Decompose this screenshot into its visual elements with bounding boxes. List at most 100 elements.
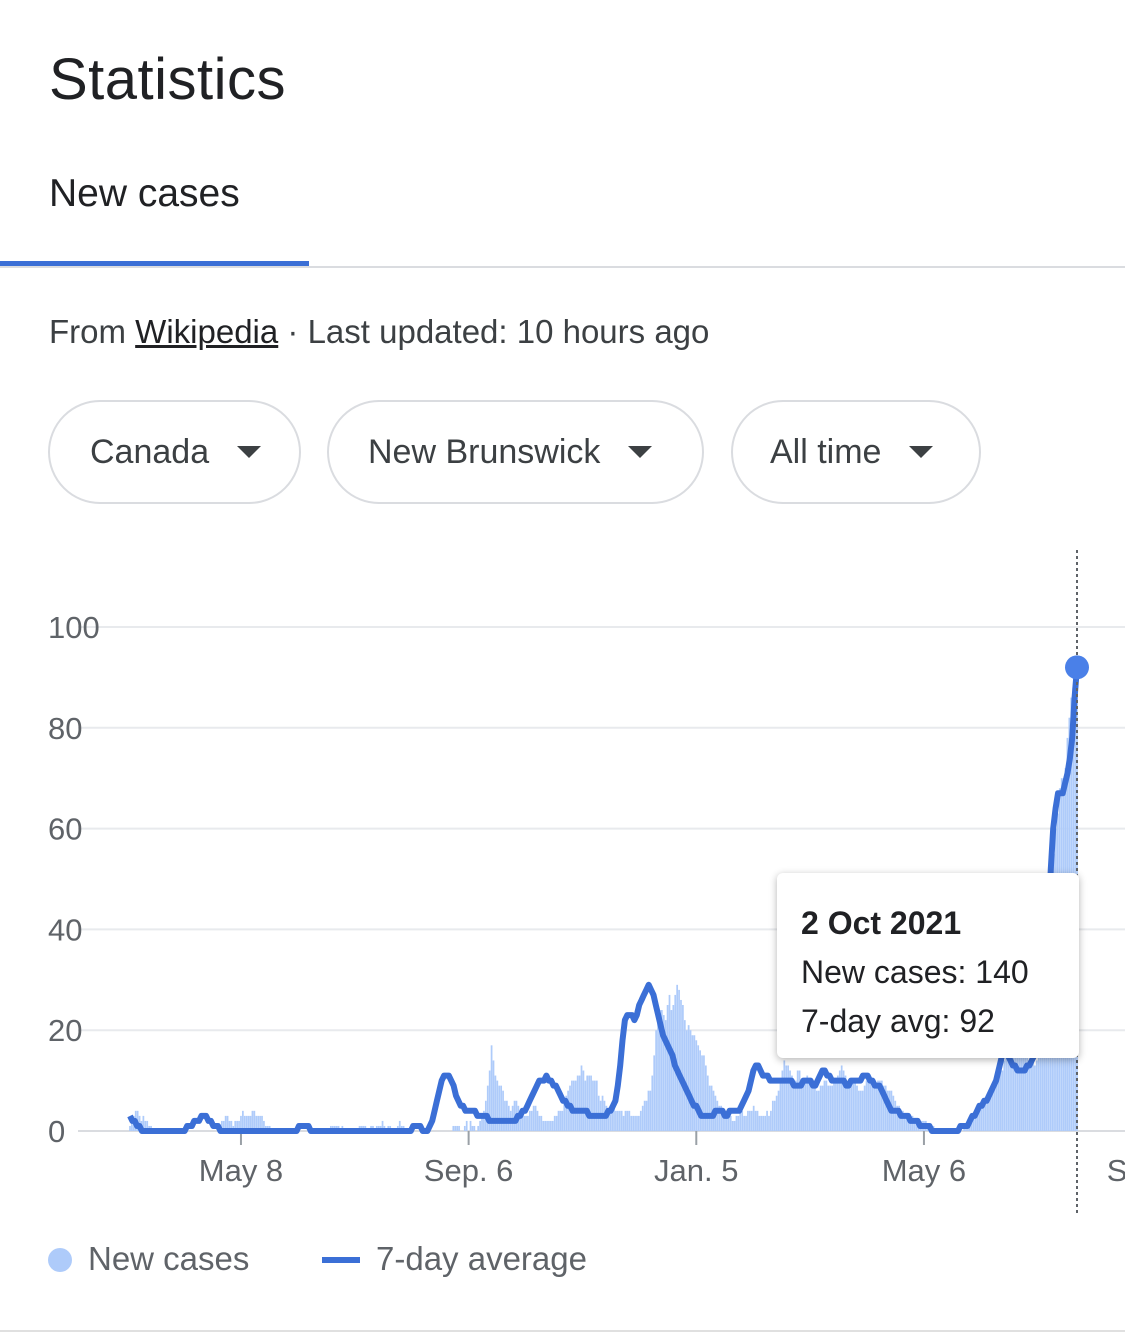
- new-cases-bar: [991, 1090, 994, 1131]
- new-cases-bar: [840, 1065, 843, 1131]
- new-cases-bar: [783, 1060, 786, 1131]
- new-cases-bar: [615, 1110, 617, 1131]
- new-cases-bar: [747, 1110, 749, 1131]
- wikipedia-link[interactable]: Wikipedia: [135, 313, 279, 350]
- new-cases-bar: [1009, 1040, 1011, 1131]
- country-dropdown[interactable]: Canada: [48, 400, 301, 504]
- new-cases-bar: [238, 1120, 240, 1131]
- new-cases-bar: [574, 1080, 577, 1131]
- new-cases-bar: [662, 1015, 665, 1131]
- new-cases-bar: [829, 1085, 832, 1131]
- new-cases-bar: [563, 1100, 566, 1131]
- new-cases-bar: [488, 1070, 491, 1131]
- legend-average-swatch: [322, 1257, 360, 1263]
- new-cases-bar: [976, 1110, 979, 1131]
- new-cases-bar: [984, 1100, 987, 1131]
- new-cases-bar: [500, 1085, 503, 1131]
- new-cases-bar: [846, 1085, 849, 1131]
- new-cases-bar: [825, 1080, 828, 1131]
- seven-day-average-line: [127, 667, 1080, 1134]
- new-cases-bar: [691, 1035, 694, 1131]
- new-cases-bar: [796, 1070, 799, 1131]
- new-cases-bar: [850, 1080, 853, 1131]
- new-cases-bar: [609, 1105, 612, 1131]
- new-cases-bar: [234, 1120, 237, 1131]
- y-tick-label: 60: [48, 812, 82, 847]
- new-cases-bar: [706, 1075, 709, 1131]
- new-cases-bar: [1022, 1040, 1025, 1131]
- new-cases-bar: [808, 1080, 811, 1131]
- new-cases-bar: [479, 1120, 481, 1131]
- new-cases-bar: [835, 1080, 837, 1131]
- new-cases-bar: [253, 1110, 256, 1131]
- new-cases-bar: [527, 1115, 529, 1131]
- new-cases-bar: [676, 984, 679, 1131]
- new-cases-bar: [236, 1120, 238, 1131]
- new-cases-bar: [836, 1075, 839, 1131]
- new-cases-bar: [1035, 1060, 1038, 1131]
- new-cases-bar: [678, 989, 680, 1131]
- new-cases-bar: [1045, 1010, 1048, 1131]
- new-cases-bar: [398, 1120, 401, 1131]
- new-cases-bar: [565, 1095, 568, 1131]
- new-cases-bar: [584, 1080, 587, 1131]
- new-cases-bar: [506, 1100, 508, 1131]
- new-cases-bar: [794, 1080, 797, 1131]
- new-cases-bar: [1039, 1050, 1042, 1131]
- new-cases-bar: [896, 1105, 899, 1131]
- page-title: Statistics: [49, 47, 287, 112]
- new-cases-bar: [972, 1115, 975, 1131]
- new-cases-bar: [142, 1115, 145, 1131]
- new-cases-bar: [550, 1120, 552, 1131]
- new-cases-bar: [1003, 1060, 1006, 1131]
- new-cases-bar: [551, 1120, 554, 1131]
- new-cases-bar: [735, 1115, 738, 1131]
- new-cases-bar: [473, 1125, 476, 1131]
- source-prefix: From: [49, 313, 126, 350]
- new-cases-bar: [913, 1120, 916, 1131]
- new-cases-bar: [632, 1115, 635, 1131]
- new-cases-bar: [877, 1080, 879, 1131]
- new-cases-bar: [838, 1070, 841, 1131]
- new-cases-bar: [988, 1095, 990, 1131]
- new-cases-bar: [220, 1120, 223, 1131]
- new-cases-bar: [758, 1115, 761, 1131]
- new-cases-bar: [856, 1085, 858, 1131]
- new-cases-bar: [224, 1115, 227, 1131]
- new-cases-bar: [729, 1115, 732, 1131]
- new-cases-bar: [540, 1115, 543, 1131]
- new-cases-bar: [986, 1100, 988, 1131]
- new-cases-bar: [129, 1125, 131, 1131]
- new-cases-bar: [760, 1115, 763, 1131]
- x-tick-label: Jan. 5: [654, 1153, 738, 1188]
- new-cases-bar: [882, 1085, 885, 1131]
- new-cases-bar: [854, 1080, 856, 1131]
- new-cases-bar: [546, 1120, 548, 1131]
- new-cases-bar: [532, 1105, 535, 1131]
- tooltip-new-cases: New cases: 140: [801, 954, 1029, 990]
- new-cases-bar: [618, 1110, 621, 1131]
- new-cases-bar: [997, 1070, 1000, 1131]
- new-cases-bar: [504, 1100, 506, 1131]
- tab-new-cases[interactable]: New cases: [49, 172, 240, 215]
- new-cases-bar: [718, 1105, 721, 1131]
- province-dropdown[interactable]: New Brunswick: [327, 400, 704, 504]
- new-cases-bar: [538, 1115, 541, 1131]
- new-cases-bar: [490, 1045, 493, 1131]
- new-cases-bar: [624, 1110, 627, 1131]
- new-cases-bar: [884, 1085, 887, 1131]
- new-cases-bar: [880, 1080, 883, 1131]
- country-dropdown-label: Canada: [90, 432, 210, 471]
- time-range-dropdown[interactable]: All time: [731, 400, 981, 504]
- new-cases-bar: [974, 1115, 977, 1131]
- new-cases-bar: [764, 1115, 767, 1131]
- new-cases-bar: [852, 1080, 855, 1131]
- new-cases-bar: [536, 1110, 539, 1131]
- new-cases-bar: [699, 1050, 701, 1131]
- new-cases-bar: [263, 1120, 265, 1131]
- new-cases-bar: [628, 1110, 631, 1131]
- new-cases-bar: [821, 1085, 824, 1131]
- new-cases-bar: [722, 1110, 724, 1131]
- new-cases-bar: [557, 1110, 560, 1131]
- new-cases-bar: [477, 1125, 480, 1131]
